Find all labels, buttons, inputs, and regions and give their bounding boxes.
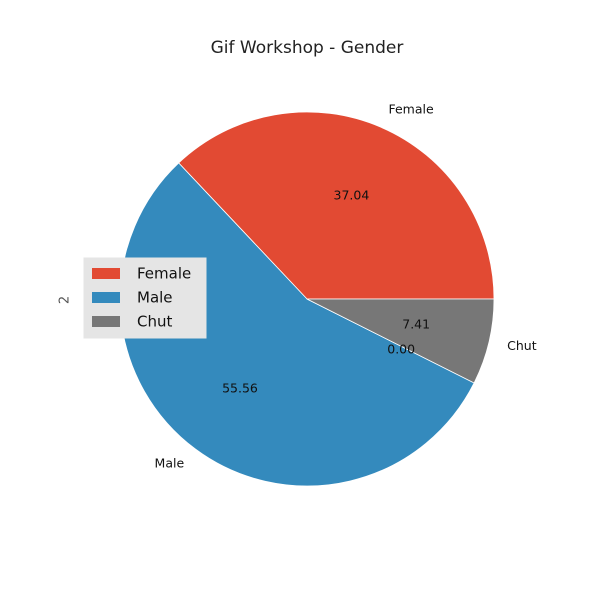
pct-label-zero: 0.00 — [387, 341, 415, 356]
legend-swatch-chut — [92, 316, 120, 327]
chart-title: Gif Workshop - Gender — [211, 38, 404, 58]
slice-label-female: Female — [388, 102, 434, 117]
slice-label-male: Male — [155, 455, 185, 470]
pie-slice-male — [119, 162, 475, 487]
legend-label-female: Female — [137, 265, 191, 283]
pie-slice-female — [178, 111, 495, 300]
legend-swatch-male — [92, 292, 120, 303]
pct-label-female: 37.04 — [334, 187, 370, 202]
legend-label-chut: Chut — [137, 313, 172, 331]
pie-slices — [119, 111, 495, 487]
legend: Female Male Chut — [83, 257, 207, 339]
pie-labels: Female 37.04 Male 55.56 Chut 7.41 0.00 — [155, 102, 537, 471]
y-axis-label: 2 — [58, 296, 73, 304]
pie-slice-chut — [306, 298, 495, 384]
legend-label-male: Male — [137, 289, 173, 307]
pct-label-male: 55.56 — [222, 380, 258, 395]
pct-label-chut: 7.41 — [402, 316, 430, 331]
slice-label-chut: Chut — [507, 338, 537, 353]
legend-swatch-female — [92, 268, 120, 279]
